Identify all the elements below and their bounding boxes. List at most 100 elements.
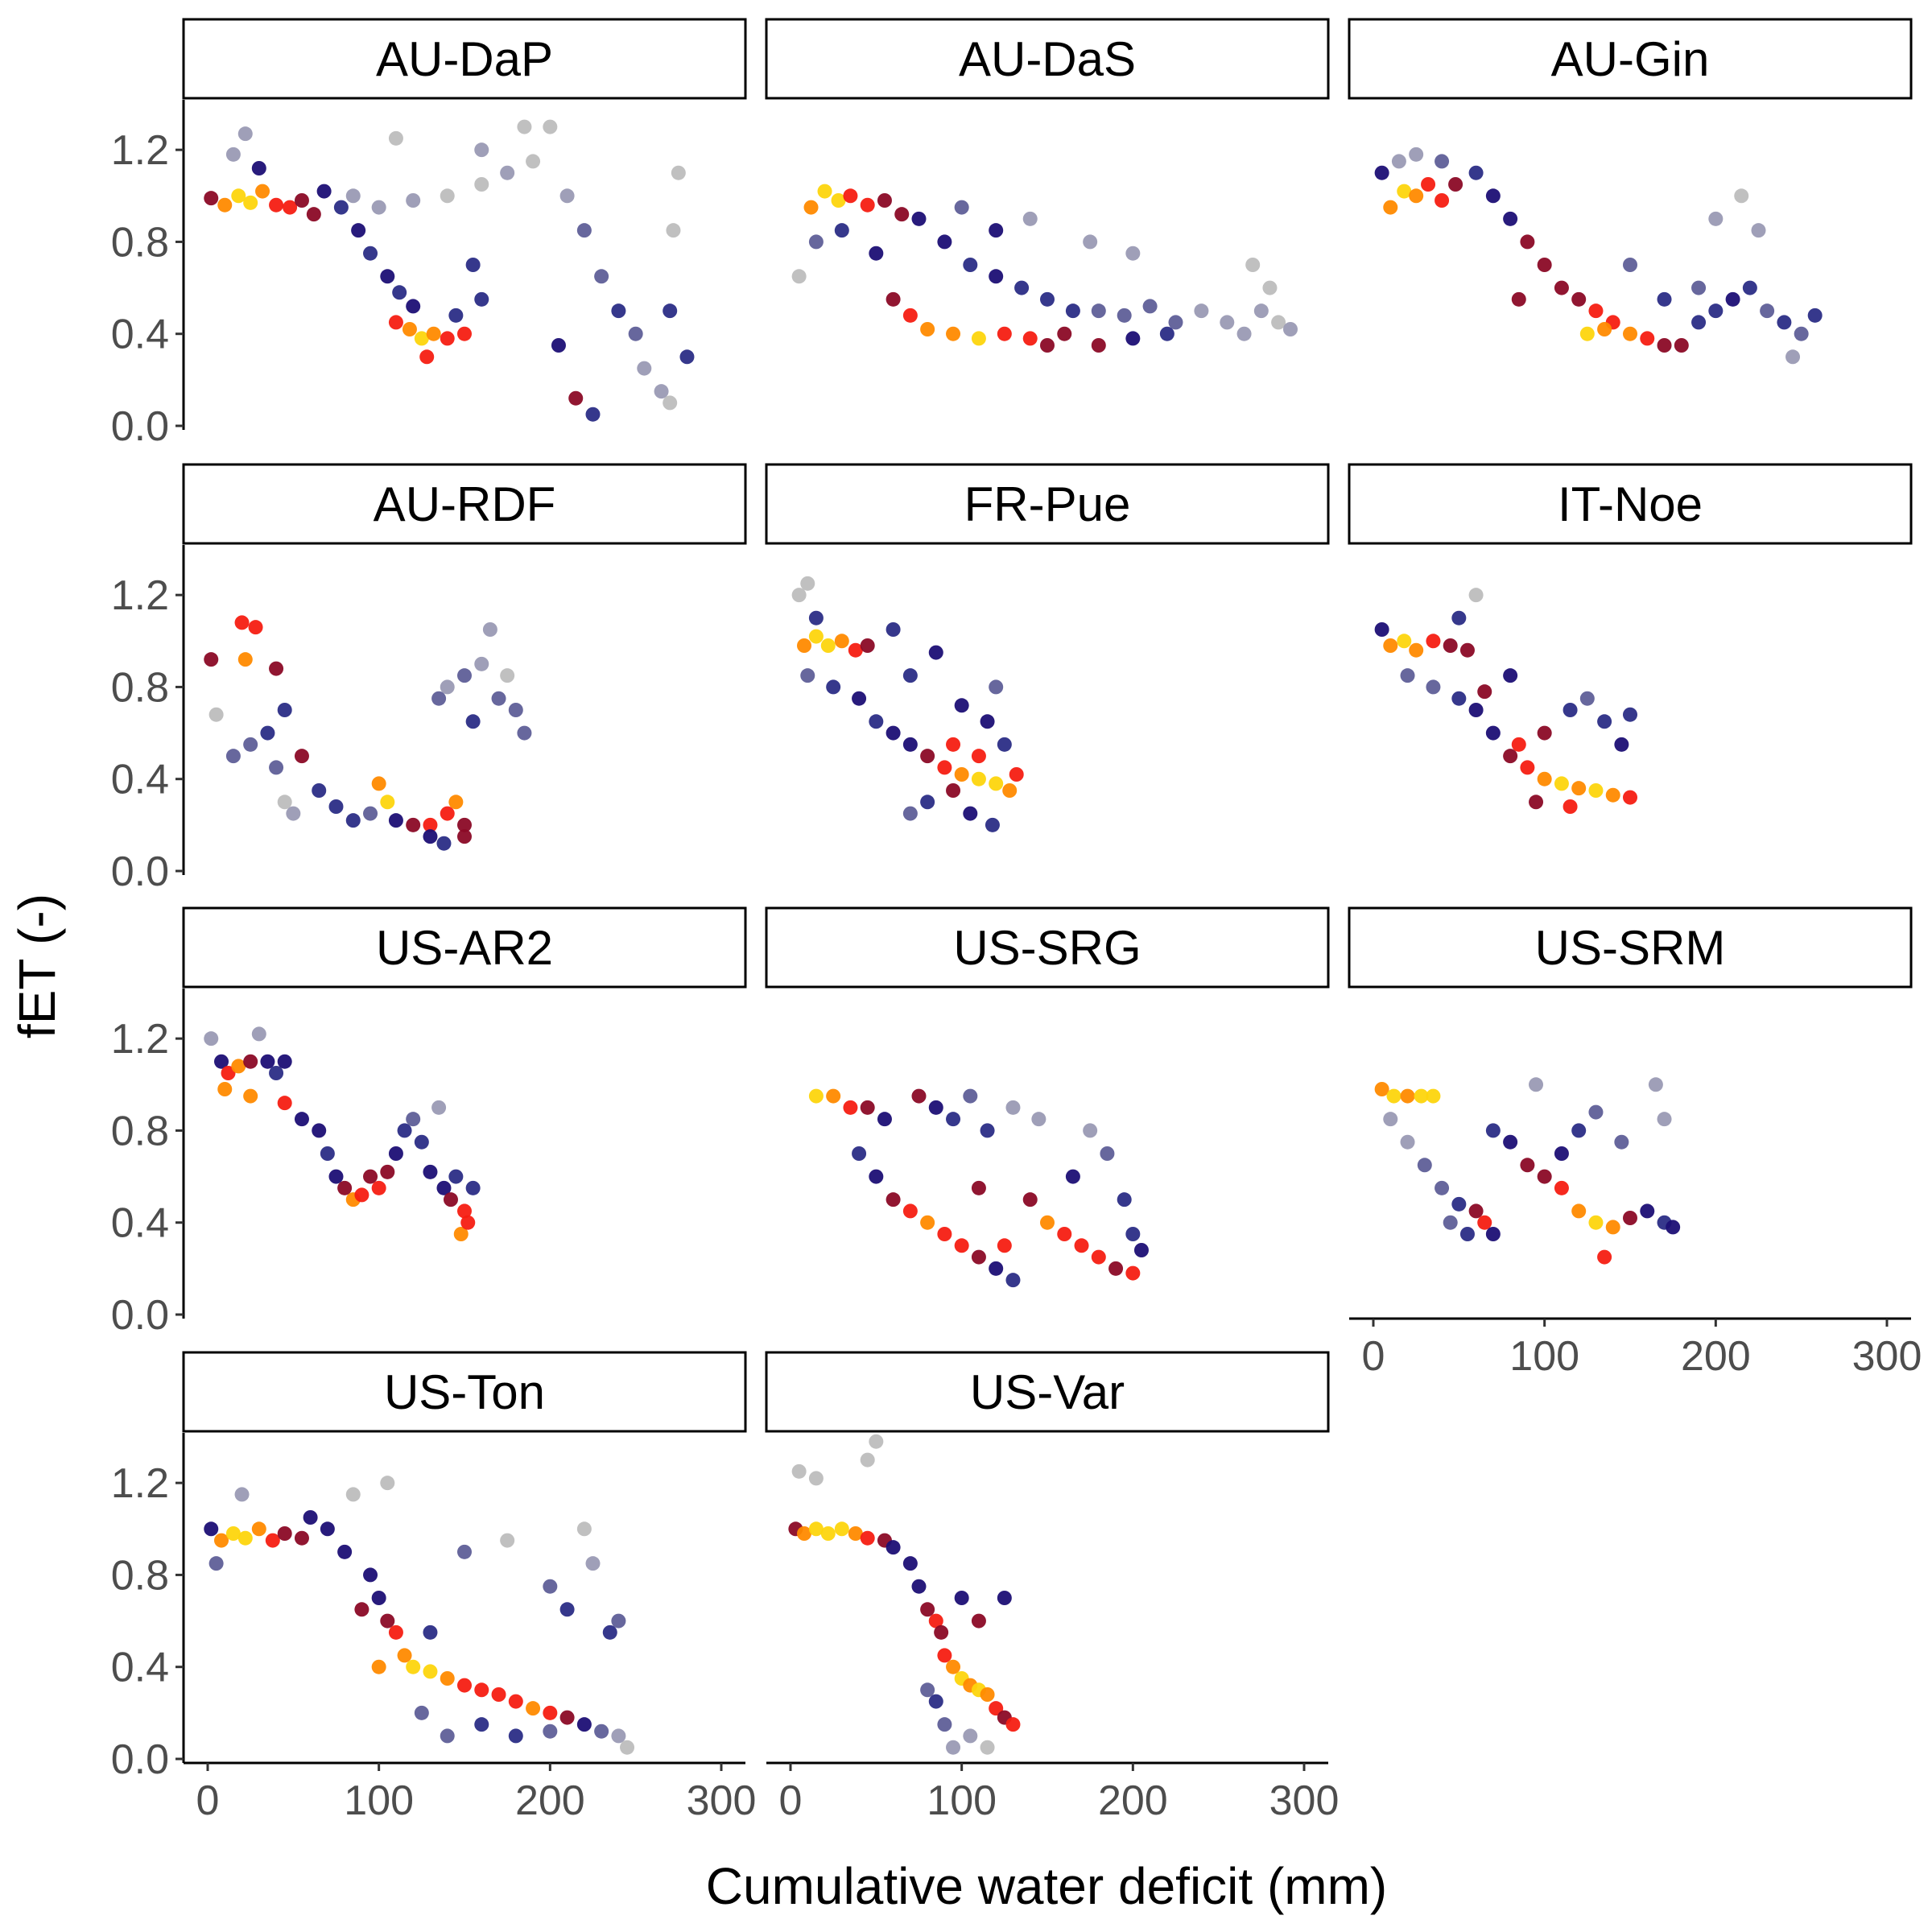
- data-point: [1100, 1146, 1115, 1161]
- panel-strip: [765, 1351, 1330, 1433]
- data-point: [248, 620, 263, 635]
- data-point: [911, 1579, 927, 1594]
- data-point: [543, 1724, 558, 1739]
- data-point: [406, 817, 421, 832]
- data-point: [1451, 1196, 1467, 1212]
- data-point: [1117, 1192, 1132, 1208]
- data-point: [337, 1544, 353, 1559]
- data-point: [1091, 303, 1106, 319]
- y-tick-label: 0.0: [111, 1292, 169, 1339]
- data-point: [551, 338, 566, 353]
- data-point: [243, 1054, 258, 1069]
- data-point: [1554, 776, 1569, 791]
- data-point: [440, 679, 455, 695]
- data-point: [1640, 1203, 1655, 1219]
- data-point: [474, 656, 489, 671]
- data-point: [946, 1112, 961, 1127]
- data-point: [380, 1476, 395, 1491]
- x-tick-label: 200: [1681, 1333, 1751, 1380]
- data-point: [204, 652, 219, 667]
- data-point: [1133, 1243, 1149, 1257]
- data-point: [294, 1530, 309, 1546]
- data-point: [1091, 338, 1106, 353]
- data-point: [380, 795, 395, 810]
- data-point: [392, 285, 407, 300]
- data-point: [1674, 338, 1689, 353]
- data-point: [465, 258, 481, 272]
- data-point: [337, 1180, 353, 1195]
- data-point: [1009, 767, 1024, 782]
- data-point: [1648, 1077, 1663, 1092]
- data-point: [559, 188, 575, 204]
- data-point: [431, 691, 447, 706]
- data-point: [834, 223, 849, 238]
- data-point: [1253, 303, 1269, 319]
- data-point: [251, 1521, 266, 1537]
- data-point: [1511, 291, 1526, 307]
- data-point: [791, 588, 807, 603]
- data-point: [1022, 1192, 1038, 1208]
- data-point: [937, 1227, 952, 1241]
- data-point: [474, 291, 489, 307]
- data-point: [808, 629, 824, 644]
- data-point: [1666, 1220, 1681, 1235]
- data-point: [482, 622, 497, 637]
- data-point: [902, 737, 918, 752]
- y-tick-label: 0.0: [111, 848, 169, 895]
- data-point: [1571, 1123, 1587, 1138]
- data-point: [989, 269, 1004, 284]
- data-point: [808, 234, 824, 250]
- data-point: [928, 1100, 943, 1115]
- data-point: [1397, 634, 1412, 649]
- data-point: [208, 707, 224, 722]
- data-point: [426, 326, 441, 341]
- data-point: [474, 142, 489, 158]
- data-point: [1503, 668, 1518, 683]
- data-point: [286, 806, 301, 821]
- data-point: [204, 191, 219, 206]
- data-point: [843, 1100, 858, 1115]
- y-tick-label: 1.2: [111, 1460, 169, 1507]
- data-point: [1623, 326, 1637, 341]
- data-point: [1554, 280, 1569, 295]
- data-point: [1426, 634, 1441, 649]
- panel: AU-RDF 0.0 0.4 0.8 1.2: [111, 463, 747, 895]
- chart-panels: AU-DaP 0.0 0.4 0.8 1.2 AU-DaS AU-Gin AU-RDF 0.0 0…: [111, 18, 1922, 1824]
- data-point: [204, 1031, 219, 1046]
- data-point: [1125, 246, 1141, 261]
- data-point: [237, 652, 253, 667]
- data-point: [963, 1088, 978, 1104]
- y-tick-label: 1.2: [111, 127, 169, 174]
- panel-strip: [1348, 906, 1913, 989]
- data-point: [803, 200, 819, 215]
- data-point: [1125, 331, 1141, 346]
- data-point: [928, 645, 943, 660]
- data-point: [611, 1728, 626, 1744]
- data-point: [225, 1526, 241, 1541]
- data-point: [1040, 1215, 1055, 1230]
- data-point: [869, 246, 884, 261]
- data-point: [460, 1215, 476, 1230]
- data-point: [971, 1613, 986, 1629]
- data-point: [954, 767, 969, 782]
- data-point: [1383, 638, 1398, 653]
- data-point: [594, 1724, 609, 1739]
- data-point: [997, 1238, 1012, 1253]
- data-point: [1083, 1123, 1098, 1138]
- data-point: [1022, 211, 1038, 226]
- data-point: [517, 725, 532, 741]
- data-point: [1554, 1180, 1569, 1195]
- data-point: [679, 349, 695, 365]
- data-point: [217, 1082, 233, 1096]
- data-point: [440, 1671, 455, 1686]
- data-point: [208, 1556, 224, 1571]
- data-point: [826, 679, 841, 695]
- data-point: [255, 184, 270, 199]
- data-point: [312, 1123, 327, 1138]
- data-point: [316, 184, 332, 199]
- panel: US-Ton 0.0 0.4 0.8 1.2 0 100 200 300: [111, 1351, 756, 1824]
- data-point: [243, 1088, 258, 1104]
- data-point: [436, 836, 452, 851]
- data-point: [303, 1510, 318, 1525]
